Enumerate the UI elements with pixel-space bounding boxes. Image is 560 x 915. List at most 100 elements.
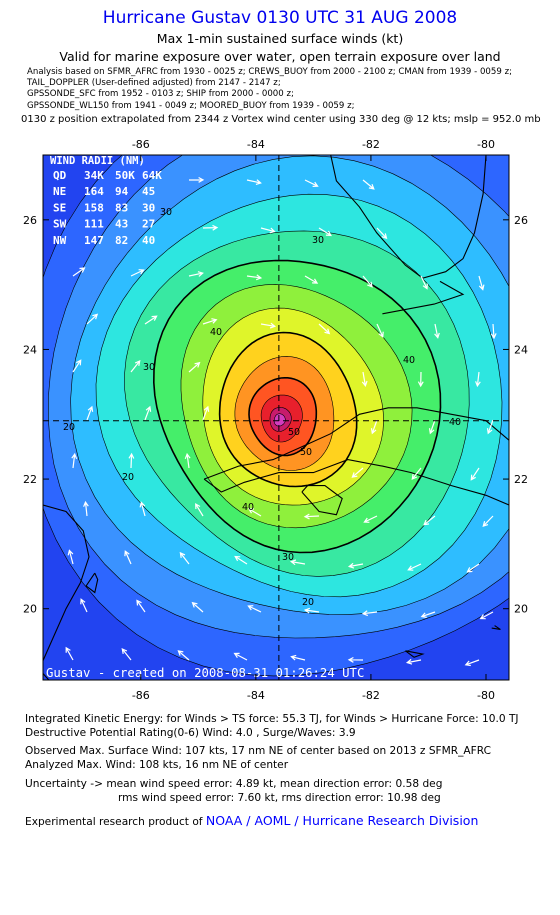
contour-label: 30 <box>160 207 172 218</box>
wind-arrow <box>363 515 378 523</box>
wind-arrow <box>86 405 94 421</box>
wind-arrow <box>177 650 190 661</box>
wind-arrow <box>195 503 204 517</box>
wind-arrow <box>188 271 204 277</box>
x-tick-label-top: -84 <box>247 138 265 151</box>
wind-arrow <box>83 500 89 517</box>
wind-arrow <box>376 227 388 240</box>
wind-arrow <box>411 467 422 480</box>
wind-radii-cell: 147 <box>84 234 104 247</box>
uncertainty-line-1: Uncertainty -> mean wind speed error: 4.… <box>25 778 443 790</box>
coastline-segment <box>405 650 425 658</box>
wind-arrow <box>72 359 82 373</box>
wind-arrow <box>179 551 190 565</box>
wind-arrow <box>475 371 481 388</box>
analysis-line: Analysis based on SFMR_AFRC from 1930 - … <box>27 67 512 77</box>
page-title: Hurricane Gustav 0130 UTC 31 AUG 2008 <box>102 8 458 28</box>
wind-arrow <box>144 405 152 421</box>
wind-arrow <box>304 179 319 187</box>
wind-arrow <box>470 467 480 481</box>
wind-arrow <box>347 656 364 663</box>
contour-label: 40 <box>403 355 415 366</box>
wind-contour <box>248 377 318 457</box>
wind-arrow <box>184 452 191 469</box>
wind-arrow <box>234 555 248 565</box>
wind-arrow <box>420 611 436 618</box>
wind-arrow <box>128 452 135 469</box>
coastline-segment <box>491 625 501 630</box>
wind-contour <box>180 284 413 529</box>
wind-arrow <box>65 646 74 661</box>
coastline-segment <box>85 572 99 594</box>
wind-arrow <box>136 599 146 613</box>
wind-arrow <box>260 322 277 329</box>
wind-band <box>274 413 286 427</box>
wind-arrow <box>72 267 86 277</box>
wind-arrow <box>417 371 424 388</box>
hrd-link[interactable]: NOAA / AOML / Hurricane Research Divisio… <box>205 813 479 828</box>
wind-speed-bands <box>43 155 509 676</box>
wind-arrow <box>188 361 201 373</box>
contour-label: 30 <box>282 552 294 563</box>
wind-arrow <box>202 318 218 325</box>
coastline-segment <box>43 504 90 661</box>
wind-arrow <box>464 659 480 667</box>
wind-radii-cell: SW <box>53 218 67 231</box>
wind-arrow <box>121 648 132 661</box>
contour-label: 40 <box>210 327 222 338</box>
analysis-line: GPSSONDE_SFC from 1952 - 0103 z; SHIP fr… <box>27 89 294 100</box>
wind-contour <box>95 193 503 598</box>
wind-radii-cell: 164 <box>84 185 104 198</box>
wind-arrow <box>347 562 364 569</box>
wind-arrow <box>86 313 99 325</box>
analysis-sources: Analysis based on SFMR_AFRC from 1930 - … <box>27 67 557 112</box>
wind-arrow <box>351 467 364 478</box>
observed-max-line: Observed Max. Surface Wind: 107 kts, 17 … <box>25 745 492 757</box>
credit-prefix: Experimental research product of <box>25 816 206 828</box>
wind-arrow <box>362 275 373 288</box>
wind-arrow <box>144 315 158 325</box>
wind-contour <box>234 356 335 471</box>
creation-watermark: Gustav - created on 2008-08-31 01:26:24 … <box>46 666 364 680</box>
coastline-segment <box>330 155 487 279</box>
wind-contour <box>273 413 286 427</box>
wind-radii-cell: NW <box>53 234 67 247</box>
wind-arrow <box>482 515 494 528</box>
x-tick-label-top: -82 <box>362 138 380 151</box>
map-axes: -86 -86 -84 -84 -82 -82 -80 -80 26 26 24 24 22 22 20 20 <box>23 138 528 702</box>
wind-arrow <box>318 323 331 335</box>
wind-radii-header-cell: 64K <box>142 169 162 182</box>
coastline-segment <box>203 407 509 480</box>
y-tick-label-right: 26 <box>514 214 528 227</box>
wind-arrow <box>71 452 78 469</box>
wind-radii-title: WIND RADII (NM) <box>50 155 145 167</box>
wind-radii-cell: 94 <box>115 185 129 198</box>
x-tick-label-top: -80 <box>477 138 495 151</box>
wind-arrow <box>202 224 219 231</box>
wind-arrow <box>130 360 141 373</box>
y-tick-label-left: 24 <box>23 343 37 356</box>
wind-arrow <box>370 419 378 435</box>
wind-arrow <box>303 513 320 520</box>
contour-label: 20 <box>122 472 134 483</box>
contour-label: 20 <box>302 597 314 608</box>
wind-radii-cell: 83 <box>115 201 128 214</box>
wind-radii-header-cell: QD <box>53 169 67 182</box>
wind-arrow <box>139 501 146 517</box>
ike-line: Integrated Kinetic Energy: for Winds > T… <box>25 713 519 725</box>
coastline-segment <box>382 280 465 315</box>
wind-arrow <box>247 508 262 517</box>
wind-radii-cell: NE <box>53 185 66 198</box>
wind-arrow <box>80 598 88 613</box>
contour-label: 20 <box>63 422 75 433</box>
wind-contour <box>70 155 509 615</box>
wind-radii-cell: 40 <box>142 234 155 247</box>
y-tick-label-left: 20 <box>23 603 37 616</box>
y-tick-label-right: 20 <box>514 603 528 616</box>
wind-arrow <box>407 563 422 571</box>
wind-arrow <box>376 323 384 338</box>
wind-radii-cell: 45 <box>142 185 155 198</box>
wind-arrow <box>246 179 262 185</box>
